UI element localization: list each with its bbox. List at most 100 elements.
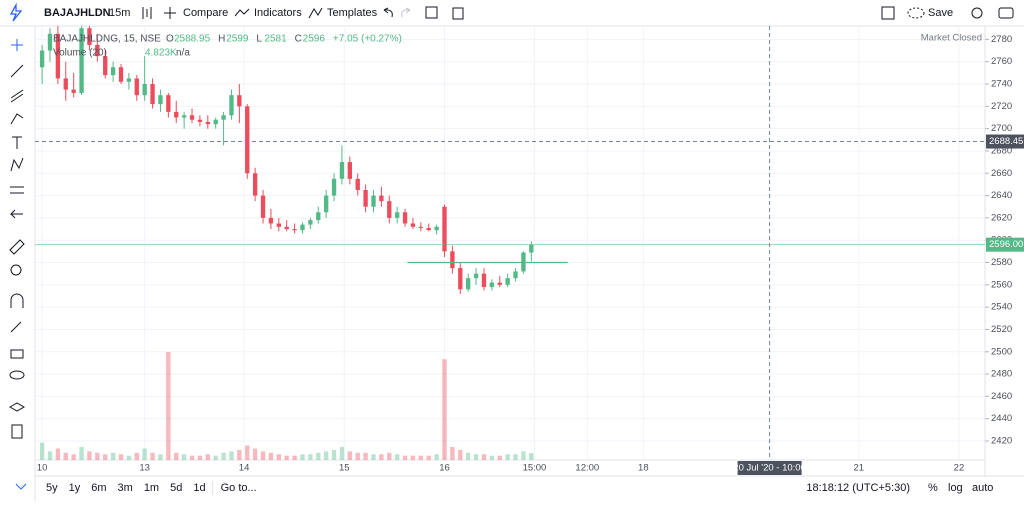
text-tool[interactable] [12,136,22,149]
range-button[interactable]: 5y [46,482,58,494]
volume-bar [213,455,218,460]
log-toggle[interactable]: log [948,482,963,494]
fib-tool[interactable] [10,89,24,103]
expand-icon[interactable] [15,483,27,490]
x-tick-label: 21 [853,463,864,474]
trash-icon[interactable] [452,7,464,20]
candle-body [466,278,471,290]
volume-bar [245,445,250,460]
volume-bar [71,454,76,460]
candle-body [394,212,400,218]
candle-body [426,227,431,231]
range-button[interactable]: 1d [193,482,205,494]
volume-bar [126,455,132,460]
compare[interactable]: Compare [183,7,228,19]
range-button[interactable]: 5d [170,482,182,494]
trendline-tool[interactable] [10,64,24,78]
volume-bar [355,452,360,460]
snapshot-icon[interactable] [998,7,1014,19]
range-button[interactable]: 1m [144,482,159,494]
indicators[interactable]: Indicators [254,7,302,19]
save[interactable]: Save [928,7,953,19]
percent-toggle[interactable]: % [928,482,938,494]
x-tick-label: 12:00 [575,463,599,474]
ruler-tool[interactable] [9,239,25,255]
eye-tool[interactable] [9,370,25,380]
candle-body [300,224,305,231]
y-tick-label: 2440 [991,413,1012,424]
range-button[interactable]: 3m [118,482,133,494]
symbol[interactable]: BAJAJHLDN [44,7,111,19]
candle-body [387,201,392,218]
volume-bar [426,455,431,460]
candle-body [142,84,147,96]
zoom-tool[interactable] [10,264,22,276]
volume-bar [347,451,352,460]
range-button[interactable]: 1y [69,482,81,494]
volume-bar [363,452,368,460]
candle-body [229,95,234,116]
lock-tool[interactable] [10,349,24,359]
auto-toggle[interactable]: auto [972,482,993,494]
crosshair-tool[interactable] [11,39,23,51]
y-tick-label: 2740 [991,79,1012,90]
pattern-tool[interactable] [10,157,24,172]
logo-icon[interactable] [9,2,23,22]
volume-bar [229,451,234,460]
delete-tool[interactable] [11,424,23,439]
volume-bar [284,455,289,460]
candle-body [355,178,360,191]
back-tool[interactable] [9,209,23,219]
range-button[interactable]: 6m [91,482,106,494]
candle-body [458,268,463,290]
layout-icon[interactable] [881,6,895,20]
x-tick-label: 15:00 [523,463,547,474]
x-tick-label: 15 [339,463,350,474]
goto[interactable]: Go to... [221,482,257,494]
volume-bar [529,453,534,460]
select-icon[interactable] [425,6,438,19]
interval[interactable]: 15m [109,7,130,19]
ohlc-label: L [256,34,262,45]
brush-tool[interactable] [10,113,24,125]
chart-style-icon[interactable] [142,7,152,19]
candle-body [205,121,210,125]
volume-bar [300,454,305,460]
candle-body [489,282,495,288]
y-tick-label: 2580 [991,257,1012,268]
redo-icon[interactable] [401,7,411,18]
y-tick-label: 2680 [991,145,1012,156]
magnet-tool[interactable] [10,293,24,308]
templates-icon[interactable] [308,7,323,19]
candle-body [118,67,124,82]
undo-icon[interactable] [383,7,393,18]
candle-body [402,212,408,224]
layers-tool[interactable] [8,402,26,412]
prediction-tool[interactable] [10,186,24,194]
compare-icon[interactable] [164,7,176,19]
ohlc-value: 2596 [303,34,326,45]
bottom-toolbar: 5y 1y 6m 3m 1m 5d 1d Go to... 18:18:12 (UTC+5:30… [15,475,1024,495]
candle-body [55,33,61,79]
change: +7.05 (+0.27%) [333,34,402,45]
cloud-icon[interactable] [907,7,925,19]
settings-icon[interactable] [971,7,983,19]
volume-bar [521,451,526,460]
volume-bar [189,455,195,460]
volume-bar [150,452,155,460]
candle-body [497,282,502,285]
crosshair-y-tag [986,134,1024,149]
top-toolbar: BAJAJHLDN 15m Compare Indicators Templat… [0,2,1024,27]
indicators-icon[interactable] [234,8,250,17]
lock-drawing-tool[interactable] [10,321,22,333]
volume-bar [387,452,392,460]
volume-bar [466,452,471,460]
candle-body [126,78,132,82]
volume-bar [410,455,416,460]
candle-body [63,78,68,90]
candle-body [158,95,163,105]
ohlc-value: 2588.95 [174,34,211,45]
templates[interactable]: Templates [327,7,378,19]
